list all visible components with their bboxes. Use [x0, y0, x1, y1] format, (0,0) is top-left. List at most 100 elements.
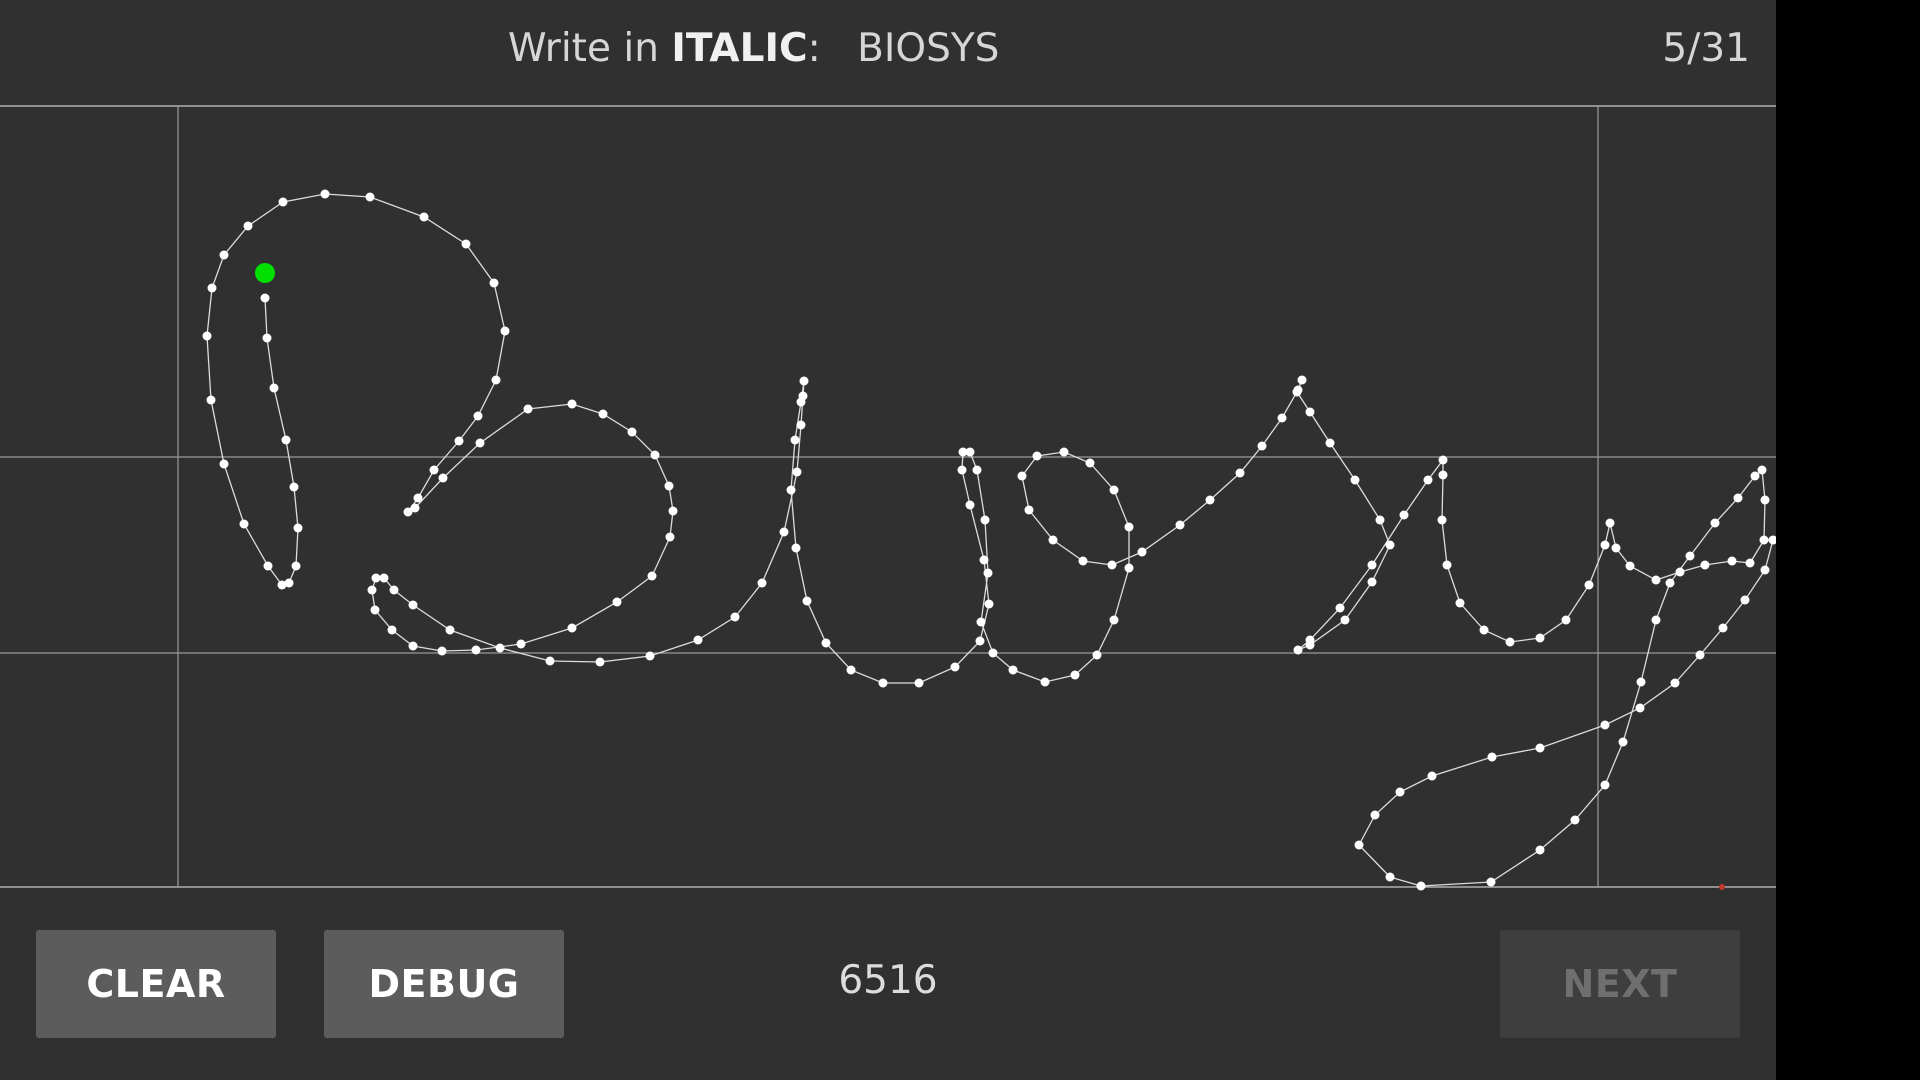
ink-point — [1427, 771, 1437, 781]
ink-point — [730, 612, 740, 622]
ink-point — [790, 435, 800, 445]
ink-point — [1175, 520, 1185, 530]
ink-point — [647, 571, 657, 581]
ink-path — [206, 193, 1774, 887]
ink-point — [1651, 575, 1661, 585]
ink-point — [958, 447, 968, 457]
ink-point — [370, 605, 380, 615]
progress-counter: 5/31 — [1662, 26, 1750, 71]
debug-button[interactable]: DEBUG — [324, 930, 564, 1038]
ink-point — [1740, 595, 1750, 605]
ink-point — [293, 523, 303, 533]
ink-point — [1760, 565, 1770, 575]
ink-point — [567, 399, 577, 409]
ink-point — [1636, 677, 1646, 687]
ink-point — [1340, 615, 1350, 625]
ink-point — [975, 636, 985, 646]
ink-point — [1618, 737, 1628, 747]
ink-point — [1092, 650, 1102, 660]
ink-point — [437, 646, 447, 656]
ink-point — [1486, 877, 1496, 887]
ink-point — [1487, 752, 1497, 762]
ink-point — [260, 293, 270, 303]
ink-point — [413, 493, 423, 503]
ink-point — [1570, 815, 1580, 825]
drawing-canvas[interactable] — [0, 0, 1776, 1080]
black-side-bar — [1776, 0, 1920, 1080]
ink-point — [473, 411, 483, 421]
ink-point — [567, 623, 577, 633]
point-count: 6516 — [838, 958, 938, 1003]
ink-point — [269, 383, 279, 393]
ink-point — [320, 189, 330, 199]
ink-point — [454, 436, 464, 446]
instruction-text: Write in ITALIC: BIOSYS — [508, 26, 999, 71]
ink-point — [972, 465, 982, 475]
ink-point — [668, 506, 678, 516]
ink-point — [1367, 560, 1377, 570]
ink-point — [914, 678, 924, 688]
ink-point — [1367, 577, 1377, 587]
ink-point — [980, 515, 990, 525]
ink-point — [1109, 615, 1119, 625]
ink-point — [1205, 495, 1215, 505]
ink-point — [545, 656, 555, 666]
ink-point — [516, 639, 526, 649]
ink-point — [475, 438, 485, 448]
ink-point — [1375, 515, 1385, 525]
ink-point — [367, 585, 377, 595]
ink-point — [1700, 560, 1710, 570]
ink-point — [1759, 535, 1769, 545]
ink-point — [489, 278, 499, 288]
ink-point — [965, 500, 975, 510]
ink-point — [1670, 678, 1680, 688]
ink-point — [1124, 563, 1134, 573]
ink-point — [821, 638, 831, 648]
ink-point — [979, 555, 989, 565]
ink-point — [779, 527, 789, 537]
ink-point — [408, 600, 418, 610]
ink-point — [1048, 535, 1058, 545]
ink-point — [1611, 543, 1621, 553]
ink-point — [965, 447, 975, 457]
ink-point — [1600, 780, 1610, 790]
ink-point — [291, 561, 301, 571]
ink-point — [1505, 637, 1515, 647]
ink-point — [1479, 625, 1489, 635]
ink-point — [403, 507, 413, 517]
ink-point — [950, 662, 960, 672]
header: Write in ITALIC: BIOSYS 5/31 — [0, 0, 1776, 105]
ink-point — [984, 599, 994, 609]
ink-point — [471, 645, 481, 655]
ink-point — [664, 481, 674, 491]
ink-point — [627, 427, 637, 437]
ink-point — [1008, 665, 1018, 675]
ink-point — [598, 409, 608, 419]
ink-point — [1416, 881, 1426, 891]
ink-point — [1350, 475, 1360, 485]
ink-point — [802, 596, 812, 606]
ink-point — [1757, 465, 1767, 475]
ink-point — [365, 192, 375, 202]
ink-point — [206, 395, 216, 405]
ink-point — [1768, 535, 1776, 545]
ink-point — [523, 404, 533, 414]
ink-point — [1727, 556, 1737, 566]
next-button[interactable]: NEXT — [1500, 930, 1740, 1038]
ink-point — [262, 333, 272, 343]
ink-point — [389, 585, 399, 595]
clear-button[interactable]: CLEAR — [36, 930, 276, 1038]
ink-point — [1059, 447, 1069, 457]
ink-point — [786, 485, 796, 495]
ink-point — [1535, 845, 1545, 855]
ink-point — [1257, 441, 1267, 451]
ink-point — [1745, 558, 1755, 568]
ink-point — [1325, 438, 1335, 448]
ink-point — [1107, 560, 1117, 570]
ink-point — [419, 212, 429, 222]
ink-point — [796, 420, 806, 430]
ink-point — [1695, 650, 1705, 660]
ink-point — [461, 239, 471, 249]
ink-point — [665, 532, 675, 542]
ink-point — [1370, 810, 1380, 820]
